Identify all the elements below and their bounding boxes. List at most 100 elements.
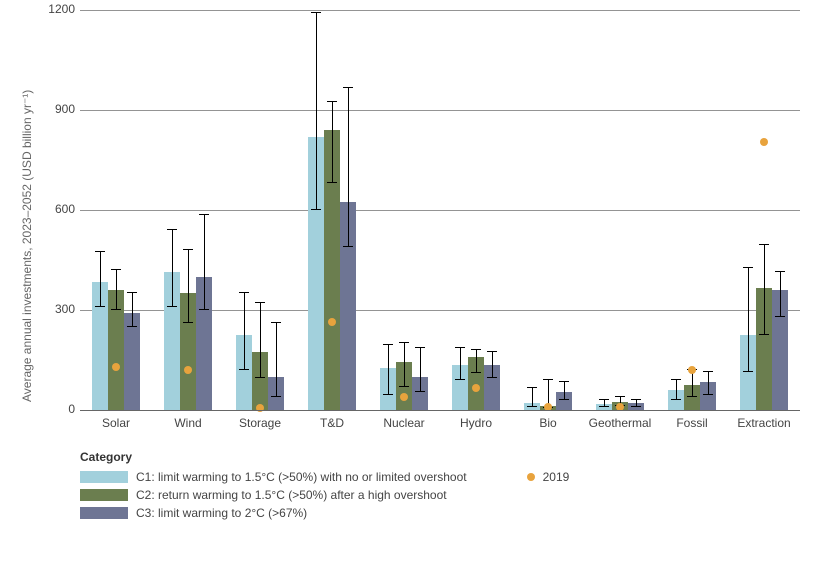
error-cap: [775, 316, 785, 317]
error-cap: [399, 342, 409, 343]
legend-scatter: 2019: [527, 470, 570, 488]
error-bar: [692, 370, 693, 397]
error-cap: [455, 379, 465, 380]
error-bar: [260, 303, 261, 378]
error-cap: [271, 322, 281, 323]
error-cap: [111, 269, 121, 270]
error-cap: [167, 306, 177, 307]
error-bar: [100, 252, 101, 307]
legend-series-list: C1: limit warming to 1.5°C (>50%) with n…: [80, 470, 467, 524]
legend-item: C1: limit warming to 1.5°C (>50%) with n…: [80, 470, 467, 484]
gridline: [80, 10, 800, 11]
error-cap: [615, 396, 625, 397]
gridline: [80, 210, 800, 211]
error-bar: [172, 230, 173, 307]
scatter-point: [112, 363, 120, 371]
error-cap: [759, 244, 769, 245]
error-cap: [471, 349, 481, 350]
scatter-point: [400, 393, 408, 401]
error-cap: [383, 344, 393, 345]
error-cap: [327, 101, 337, 102]
error-cap: [599, 406, 609, 407]
error-cap: [455, 347, 465, 348]
error-cap: [631, 399, 641, 400]
error-cap: [703, 371, 713, 372]
scatter-point: [184, 366, 192, 374]
x-tick-label: Wind: [152, 416, 224, 430]
error-bar: [204, 215, 205, 310]
error-cap: [399, 386, 409, 387]
x-tick-label: T&D: [296, 416, 368, 430]
error-cap: [343, 87, 353, 88]
y-tick-label: 900: [35, 102, 75, 116]
legend-item-scatter: 2019: [527, 470, 570, 484]
error-bar: [388, 345, 389, 395]
legend-title: Category: [80, 450, 569, 464]
error-cap: [743, 267, 753, 268]
error-cap: [415, 391, 425, 392]
error-cap: [527, 387, 537, 388]
legend-item: C3: limit warming to 2°C (>67%): [80, 506, 467, 520]
error-cap: [199, 214, 209, 215]
x-tick-label: Geothermal: [584, 416, 656, 430]
scatter-point: [760, 138, 768, 146]
error-cap: [199, 309, 209, 310]
error-cap: [599, 399, 609, 400]
x-axis-baseline: [80, 410, 800, 411]
error-bar: [348, 88, 349, 246]
error-cap: [271, 396, 281, 397]
x-tick-label: Storage: [224, 416, 296, 430]
error-cap: [415, 347, 425, 348]
x-tick-label: Solar: [80, 416, 152, 430]
error-bar: [492, 352, 493, 379]
legend-label: C3: limit warming to 2°C (>67%): [136, 506, 307, 520]
error-cap: [127, 292, 137, 293]
error-cap: [183, 249, 193, 250]
error-cap: [127, 326, 137, 327]
error-bar: [764, 245, 765, 335]
error-cap: [111, 309, 121, 310]
error-cap: [167, 229, 177, 230]
error-bar: [132, 293, 133, 326]
error-bar: [748, 268, 749, 371]
error-cap: [487, 377, 497, 378]
error-cap: [311, 12, 321, 13]
legend-swatch: [80, 471, 128, 483]
legend-swatch: [80, 489, 128, 501]
error-cap: [527, 406, 537, 407]
error-cap: [743, 371, 753, 372]
y-tick-label: 300: [35, 302, 75, 316]
error-cap: [343, 246, 353, 247]
y-tick-label: 600: [35, 202, 75, 216]
error-cap: [559, 399, 569, 400]
scatter-point: [328, 318, 336, 326]
error-bar: [420, 348, 421, 391]
error-cap: [631, 406, 641, 407]
legend-label: 2019: [543, 470, 570, 484]
error-bar: [476, 350, 477, 373]
investment-chart: Average annual investments, 2023–2052 (U…: [0, 0, 821, 564]
error-bar: [404, 343, 405, 386]
error-cap: [671, 399, 681, 400]
error-bar: [460, 348, 461, 380]
error-cap: [183, 322, 193, 323]
error-cap: [671, 379, 681, 380]
error-cap: [543, 379, 553, 380]
x-tick-label: Extraction: [728, 416, 800, 430]
legend: Category C1: limit warming to 1.5°C (>50…: [80, 450, 569, 524]
error-cap: [559, 381, 569, 382]
bar-c3: [124, 313, 140, 410]
x-tick-label: Bio: [512, 416, 584, 430]
legend-item: C2: return warming to 1.5°C (>50%) after…: [80, 488, 467, 502]
y-tick-label: 0: [35, 402, 75, 416]
x-tick-label: Fossil: [656, 416, 728, 430]
error-bar: [708, 372, 709, 395]
error-cap: [95, 306, 105, 307]
error-cap: [95, 251, 105, 252]
error-bar: [244, 293, 245, 370]
plot-area: [80, 10, 800, 410]
error-cap: [487, 351, 497, 352]
error-cap: [255, 302, 265, 303]
error-bar: [532, 388, 533, 407]
legend-label: C2: return warming to 1.5°C (>50%) after…: [136, 488, 447, 502]
